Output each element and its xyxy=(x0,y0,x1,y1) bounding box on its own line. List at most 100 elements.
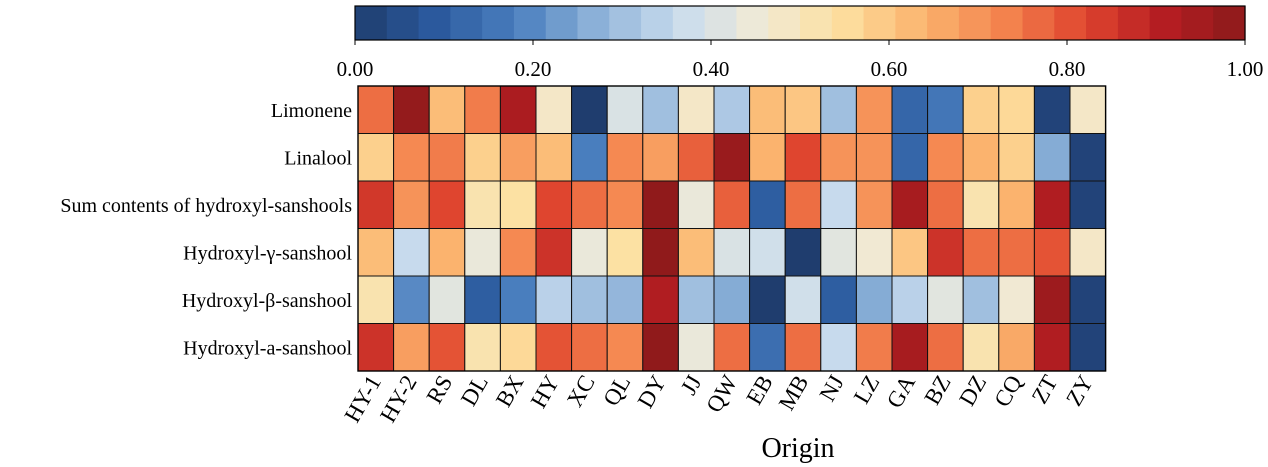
heatmap-cell xyxy=(428,323,466,372)
colorbar-segment xyxy=(1149,6,1183,40)
heatmap-cell xyxy=(428,180,466,229)
column-label: LZ xyxy=(849,371,885,408)
heatmap-cell xyxy=(606,275,644,324)
heatmap-cell xyxy=(606,133,644,182)
heatmap-cell xyxy=(998,323,1035,372)
heatmap-cell xyxy=(642,228,679,277)
heatmap-cell xyxy=(464,133,501,182)
heatmap-cell xyxy=(642,85,679,134)
heatmap-cell xyxy=(499,323,537,372)
heatmap-cell xyxy=(642,133,679,182)
heatmap-cell xyxy=(571,133,608,182)
heatmap-cell xyxy=(393,85,430,134)
heatmap-cell xyxy=(855,228,893,277)
heatmap-cell xyxy=(606,85,644,134)
heatmap-cell xyxy=(784,180,822,229)
heatmap-cell xyxy=(891,133,929,182)
heatmap-cell xyxy=(749,180,786,229)
heatmap-cell xyxy=(749,275,786,324)
heatmap-cell xyxy=(820,133,857,182)
heatmap-cell xyxy=(713,323,751,372)
column-label: MB xyxy=(774,371,814,415)
heatmap-cell xyxy=(855,85,893,134)
colorbar-segment xyxy=(577,6,610,40)
heatmap-cell xyxy=(393,228,430,277)
heatmap-cell xyxy=(357,323,395,372)
heatmap-cell xyxy=(749,228,786,277)
colorbar-segment xyxy=(800,6,833,40)
column-label: NJ xyxy=(814,371,848,406)
heatmap-cell xyxy=(1069,228,1107,277)
colorbar-segment xyxy=(1022,6,1055,40)
heatmap-cell xyxy=(1033,85,1071,134)
heatmap-cell xyxy=(749,85,786,134)
row-label: Hydroxyl-β-sanshool xyxy=(182,290,353,312)
heatmap-cell xyxy=(820,323,857,372)
heatmap-cell xyxy=(962,180,1000,229)
colorbar-segment xyxy=(513,6,547,40)
heatmap-cell xyxy=(927,85,964,134)
colorbar-segment xyxy=(1086,6,1119,40)
heatmap-cell xyxy=(891,323,929,372)
row-label: Hydroxyl-γ-sanshool xyxy=(183,242,352,264)
heatmap-cell xyxy=(606,180,644,229)
column-label: DL xyxy=(456,371,493,410)
heatmap-cell xyxy=(642,323,679,372)
heatmap-cell xyxy=(713,180,751,229)
heatmap-cell xyxy=(677,180,715,229)
heatmap-cell xyxy=(998,85,1035,134)
heatmap-cell xyxy=(606,323,644,372)
heatmap-cell xyxy=(535,85,573,134)
heatmap-cell xyxy=(1033,323,1071,372)
column-label: BX xyxy=(491,371,529,412)
heatmap-cell xyxy=(784,275,822,324)
heatmap-cell xyxy=(820,228,857,277)
colorbar-segment xyxy=(355,6,388,40)
heatmap-cell xyxy=(1069,323,1107,372)
heatmap-cell xyxy=(642,180,679,229)
heatmap-cell xyxy=(1033,228,1071,277)
colorbar-segment xyxy=(609,6,642,40)
heatmap-cell xyxy=(891,180,929,229)
colorbar-segment xyxy=(895,6,928,40)
heatmap-cell xyxy=(393,323,430,372)
heatmap-cell xyxy=(962,228,1000,277)
heatmap-cell xyxy=(784,85,822,134)
colorbar-border xyxy=(354,5,1246,41)
colorbar-tick-label: 0.40 xyxy=(693,57,730,81)
heatmap-cell xyxy=(571,275,608,324)
heatmap-cell xyxy=(820,180,857,229)
heatmap-cell xyxy=(1033,133,1071,182)
heatmap-cell xyxy=(855,133,893,182)
heatmap-cell xyxy=(998,228,1035,277)
colorbar xyxy=(354,5,1246,41)
heatmap-cell xyxy=(464,228,501,277)
heatmap-cell xyxy=(998,180,1035,229)
heatmap-cell xyxy=(535,180,573,229)
heatmap-cell xyxy=(393,180,430,229)
heatmap-cell xyxy=(677,133,715,182)
heatmap-cell xyxy=(357,275,395,324)
colorbar-segment xyxy=(418,6,451,40)
heatmap-cell xyxy=(927,133,964,182)
colorbar-segment xyxy=(990,6,1024,40)
heatmap-cell xyxy=(464,85,501,134)
heatmap-cell xyxy=(962,275,1000,324)
heatmap-cell xyxy=(1069,85,1107,134)
colorbar-segment xyxy=(641,6,674,40)
column-label: CQ xyxy=(989,371,1027,412)
colorbar-tick-label: 0.60 xyxy=(871,57,908,81)
heatmap-cell xyxy=(464,323,501,372)
colorbar-segment xyxy=(672,6,706,40)
column-label: DZ xyxy=(954,371,991,410)
heatmap-cell xyxy=(357,85,395,134)
heatmap-cell xyxy=(499,275,537,324)
heatmap-cell xyxy=(1069,180,1107,229)
column-label: RS xyxy=(422,371,458,408)
heatmap-cell xyxy=(713,85,751,134)
colorbar-tick-label: 0.20 xyxy=(515,57,552,81)
heatmap-cell xyxy=(784,133,822,182)
heatmap-cell xyxy=(855,180,893,229)
heatmap-cell xyxy=(535,275,573,324)
